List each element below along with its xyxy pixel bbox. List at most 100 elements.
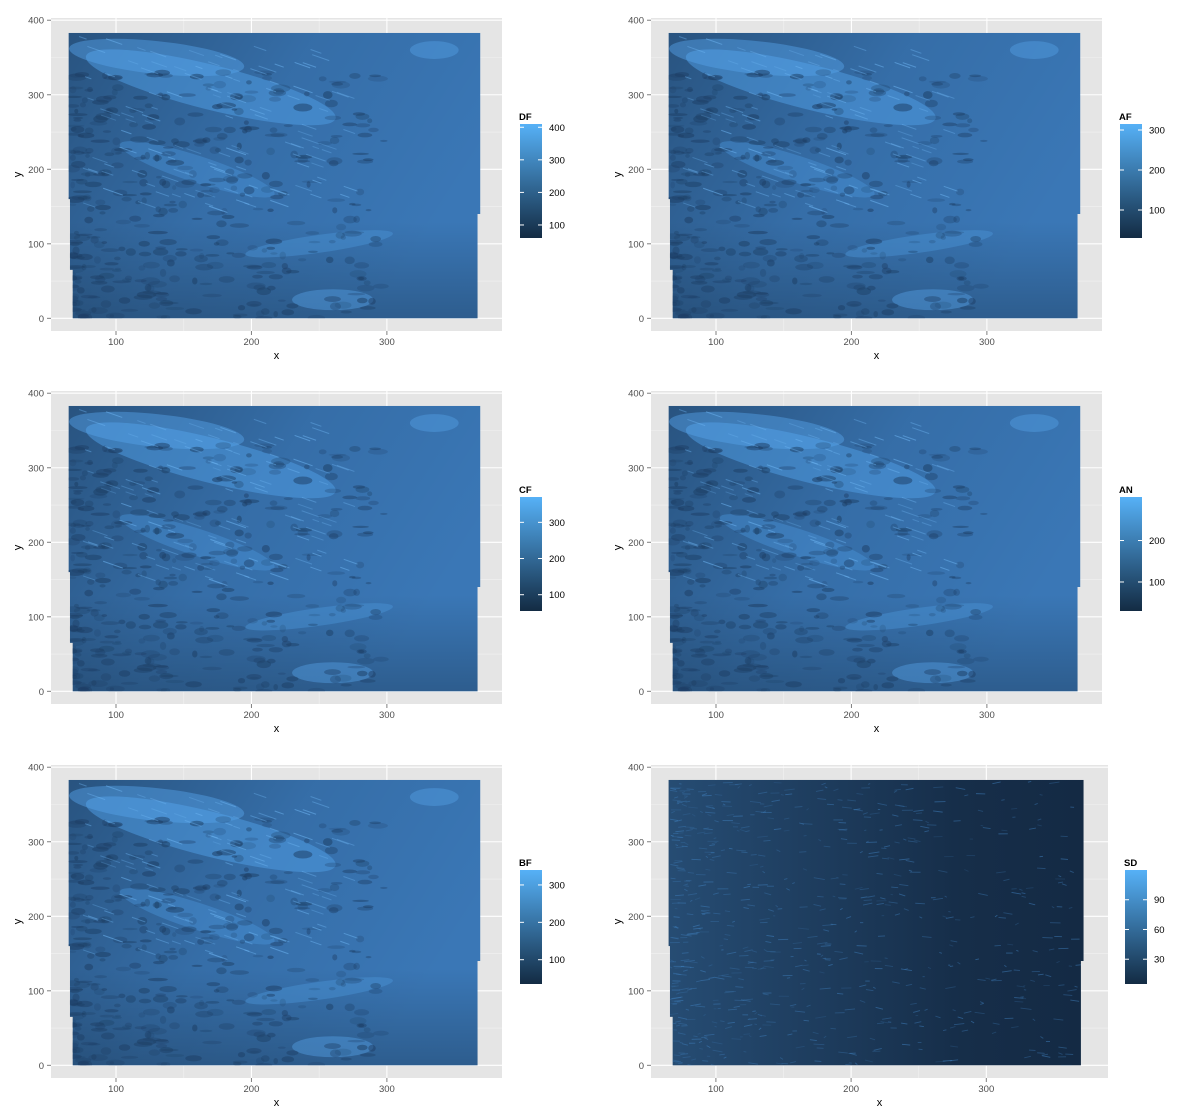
legend-sd: SD 30 60 90 xyxy=(1124,858,1165,984)
y-tick-label: 300 xyxy=(28,90,44,101)
y-axis-title: y xyxy=(612,918,624,924)
y-tick-label: 100 xyxy=(628,239,644,250)
legend-break-label: 200 xyxy=(549,188,565,199)
legend-break-label: 200 xyxy=(549,554,565,565)
legend-title: BF xyxy=(519,858,532,869)
raster-field xyxy=(668,779,1084,1066)
y-axis-title: y xyxy=(12,918,24,924)
y-tick-label: 0 xyxy=(639,314,644,325)
x-tick-label: 300 xyxy=(979,337,995,348)
legend-title: AN xyxy=(1119,485,1133,496)
x-axis-title: x xyxy=(874,350,880,362)
legend-af: AF 100 200 300 xyxy=(1119,112,1165,238)
y-tick-label: 0 xyxy=(639,1061,644,1072)
y-tick-label: 100 xyxy=(28,612,44,623)
y-tick-label: 0 xyxy=(39,314,44,325)
y-tick-label: 300 xyxy=(28,837,44,848)
y-tick-label: 300 xyxy=(28,463,44,474)
x-tick-label: 100 xyxy=(708,337,724,348)
y-tick-label: 400 xyxy=(628,389,644,400)
raster-field xyxy=(68,405,481,692)
y-tick-label: 0 xyxy=(39,1061,44,1072)
legend-break-label: 300 xyxy=(549,880,565,891)
x-tick-label: 100 xyxy=(708,710,724,721)
x-axis-title: x xyxy=(274,723,280,735)
x-axis-title: x xyxy=(877,1097,883,1109)
x-tick-label: 300 xyxy=(379,337,395,348)
legend-title: DF xyxy=(519,112,532,123)
x-tick-label: 300 xyxy=(379,710,395,721)
legend-cf: CF 100 200 300 xyxy=(519,485,565,611)
legend-colorbar xyxy=(1120,497,1142,611)
y-tick-label: 200 xyxy=(28,912,44,923)
x-tick-label: 200 xyxy=(244,1084,260,1095)
panel-af: 100 200 300 0 100 200 300 400 x y AF 100 200 300 xyxy=(612,16,1165,362)
y-tick-label: 0 xyxy=(39,687,44,698)
y-tick-label: 400 xyxy=(628,763,644,774)
x-tick-label: 200 xyxy=(244,337,260,348)
y-tick-label: 100 xyxy=(28,239,44,250)
y-axis-title: y xyxy=(612,544,624,550)
y-tick-label: 100 xyxy=(628,986,644,997)
x-tick-label: 200 xyxy=(244,710,260,721)
x-tick-label: 300 xyxy=(379,1084,395,1095)
y-tick-label: 0 xyxy=(639,687,644,698)
legend-break-label: 30 xyxy=(1154,955,1165,966)
panel-bf: 100 200 300 0 100 200 300 400 x y BF 100 200 300 xyxy=(12,763,565,1109)
legend-break-label: 300 xyxy=(549,518,565,529)
y-tick-label: 400 xyxy=(28,16,44,27)
legend-break-label: 100 xyxy=(549,220,565,231)
y-axis-title: y xyxy=(612,171,624,177)
x-tick-label: 200 xyxy=(844,337,860,348)
y-tick-label: 400 xyxy=(28,763,44,774)
legend-df: DF 100 200 300 400 xyxy=(519,112,565,238)
x-tick-label: 100 xyxy=(108,337,124,348)
legend-colorbar xyxy=(1125,870,1147,984)
y-tick-label: 100 xyxy=(628,612,644,623)
raster-field xyxy=(668,405,1081,692)
panel-an: 100 200 300 0 100 200 300 400 x y AN 100 200 xyxy=(612,389,1165,735)
legend-break-label: 90 xyxy=(1154,895,1165,906)
x-axis-title: x xyxy=(274,350,280,362)
x-tick-label: 300 xyxy=(979,710,995,721)
legend-break-label: 300 xyxy=(549,155,565,166)
raster-field xyxy=(68,32,481,319)
legend-break-label: 100 xyxy=(1149,577,1165,588)
y-tick-label: 400 xyxy=(28,389,44,400)
raster-field xyxy=(68,779,481,1066)
x-tick-label: 100 xyxy=(708,1084,724,1095)
y-axis-title: y xyxy=(12,171,24,177)
y-tick-label: 300 xyxy=(628,90,644,101)
x-tick-label: 100 xyxy=(108,1084,124,1095)
legend-bf: BF 100 200 300 xyxy=(519,858,565,984)
panel-sd: 100 200 300 0 100 200 300 400 x y SD 30 60 90 xyxy=(612,763,1165,1109)
y-tick-label: 100 xyxy=(28,986,44,997)
legend-title: SD xyxy=(1124,858,1137,869)
legend-colorbar xyxy=(1120,124,1142,238)
y-tick-label: 200 xyxy=(28,165,44,176)
panel-df: 100 200 300 0 100 200 300 400 x y DF 100 200 300 400 xyxy=(12,16,565,362)
raster-field xyxy=(668,32,1081,319)
y-tick-label: 200 xyxy=(628,538,644,549)
legend-an: AN 100 200 xyxy=(1119,485,1165,611)
y-tick-label: 300 xyxy=(628,837,644,848)
legend-title: AF xyxy=(1119,112,1132,123)
y-tick-label: 200 xyxy=(628,165,644,176)
x-tick-label: 100 xyxy=(108,710,124,721)
legend-break-label: 100 xyxy=(1149,206,1165,217)
legend-colorbar xyxy=(520,870,542,984)
legend-break-label: 100 xyxy=(549,955,565,966)
x-tick-label: 200 xyxy=(844,710,860,721)
y-tick-label: 400 xyxy=(628,16,644,27)
x-tick-label: 200 xyxy=(843,1084,859,1095)
legend-colorbar xyxy=(520,497,542,611)
y-axis-title: y xyxy=(12,544,24,550)
legend-break-label: 100 xyxy=(549,590,565,601)
legend-break-label: 300 xyxy=(1149,126,1165,137)
legend-colorbar xyxy=(520,124,542,238)
y-tick-label: 200 xyxy=(628,912,644,923)
legend-break-label: 60 xyxy=(1154,925,1165,936)
x-axis-title: x xyxy=(874,723,880,735)
legend-break-label: 200 xyxy=(549,918,565,929)
